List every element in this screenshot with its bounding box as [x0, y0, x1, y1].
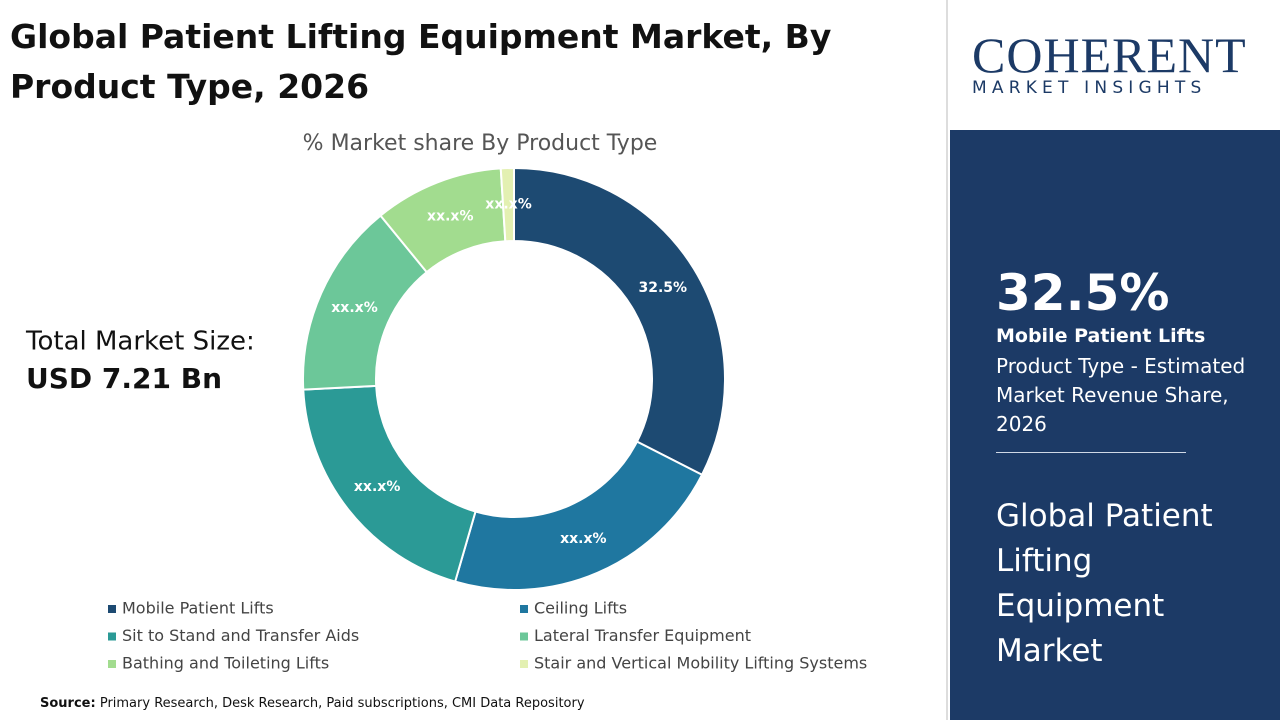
- source: Source: Primary Research, Desk Research,…: [40, 696, 585, 711]
- legend-swatch: [520, 632, 528, 641]
- data-label: xx.x%: [560, 531, 606, 547]
- highlight-value: 32.5%: [996, 264, 1170, 322]
- legend-label: Stair and Vertical Mobility Lifting Syst…: [534, 654, 867, 673]
- side-panel: COHERENT MARKET INSIGHTS 32.5% Mobile Pa…: [950, 0, 1280, 720]
- logo: COHERENT MARKET INSIGHTS: [950, 0, 1280, 130]
- legend-label: Ceiling Lifts: [534, 599, 627, 618]
- legend-label: Bathing and Toileting Lifts: [122, 654, 329, 673]
- data-label: xx.x%: [485, 197, 531, 213]
- legend-label: Mobile Patient Lifts: [122, 599, 274, 618]
- legend-swatch: [108, 632, 116, 641]
- legend-label: Lateral Transfer Equipment: [534, 626, 751, 645]
- total-market-value: USD 7.21 Bn: [26, 362, 222, 395]
- logo-tagline: MARKET INSIGHTS: [972, 78, 1207, 98]
- legend-swatch: [520, 605, 528, 613]
- highlight-description: Product Type - Estimated Market Revenue …: [996, 354, 1246, 436]
- total-market-label: Total Market Size:: [25, 327, 255, 357]
- donut-slice: [499, 166, 515, 243]
- logo-name: COHERENT: [972, 27, 1247, 83]
- chart: Global Patient Lifting Equipment Market,…: [10, 0, 948, 720]
- source-text: Primary Research, Desk Research, Paid su…: [100, 696, 585, 711]
- title-box: Global Patient Lifting Equipment Market,…: [10, 17, 832, 106]
- highlight-segment: Mobile Patient Lifts: [996, 325, 1206, 347]
- rule: [996, 452, 1186, 453]
- legend-label: Sit to Stand and Transfer Aids: [122, 626, 359, 645]
- legend-swatch: [520, 660, 528, 668]
- data-label: 32.5%: [638, 280, 687, 296]
- market-name: Global Patient Lifting Equipment Market: [996, 498, 1213, 669]
- chart-subtitle: % Market share By Product Type: [303, 131, 658, 156]
- data-label: xx.x%: [331, 300, 377, 316]
- source-label: Source:: [40, 696, 96, 711]
- data-label: xx.x%: [354, 479, 400, 495]
- donut-slice: [453, 440, 704, 591]
- donut-slice: [513, 166, 726, 477]
- data-label: xx.x%: [427, 209, 473, 225]
- legend-swatch: [108, 660, 116, 668]
- legend-swatch: [108, 605, 116, 613]
- chart-title: Global Patient Lifting Equipment Market,…: [10, 17, 832, 106]
